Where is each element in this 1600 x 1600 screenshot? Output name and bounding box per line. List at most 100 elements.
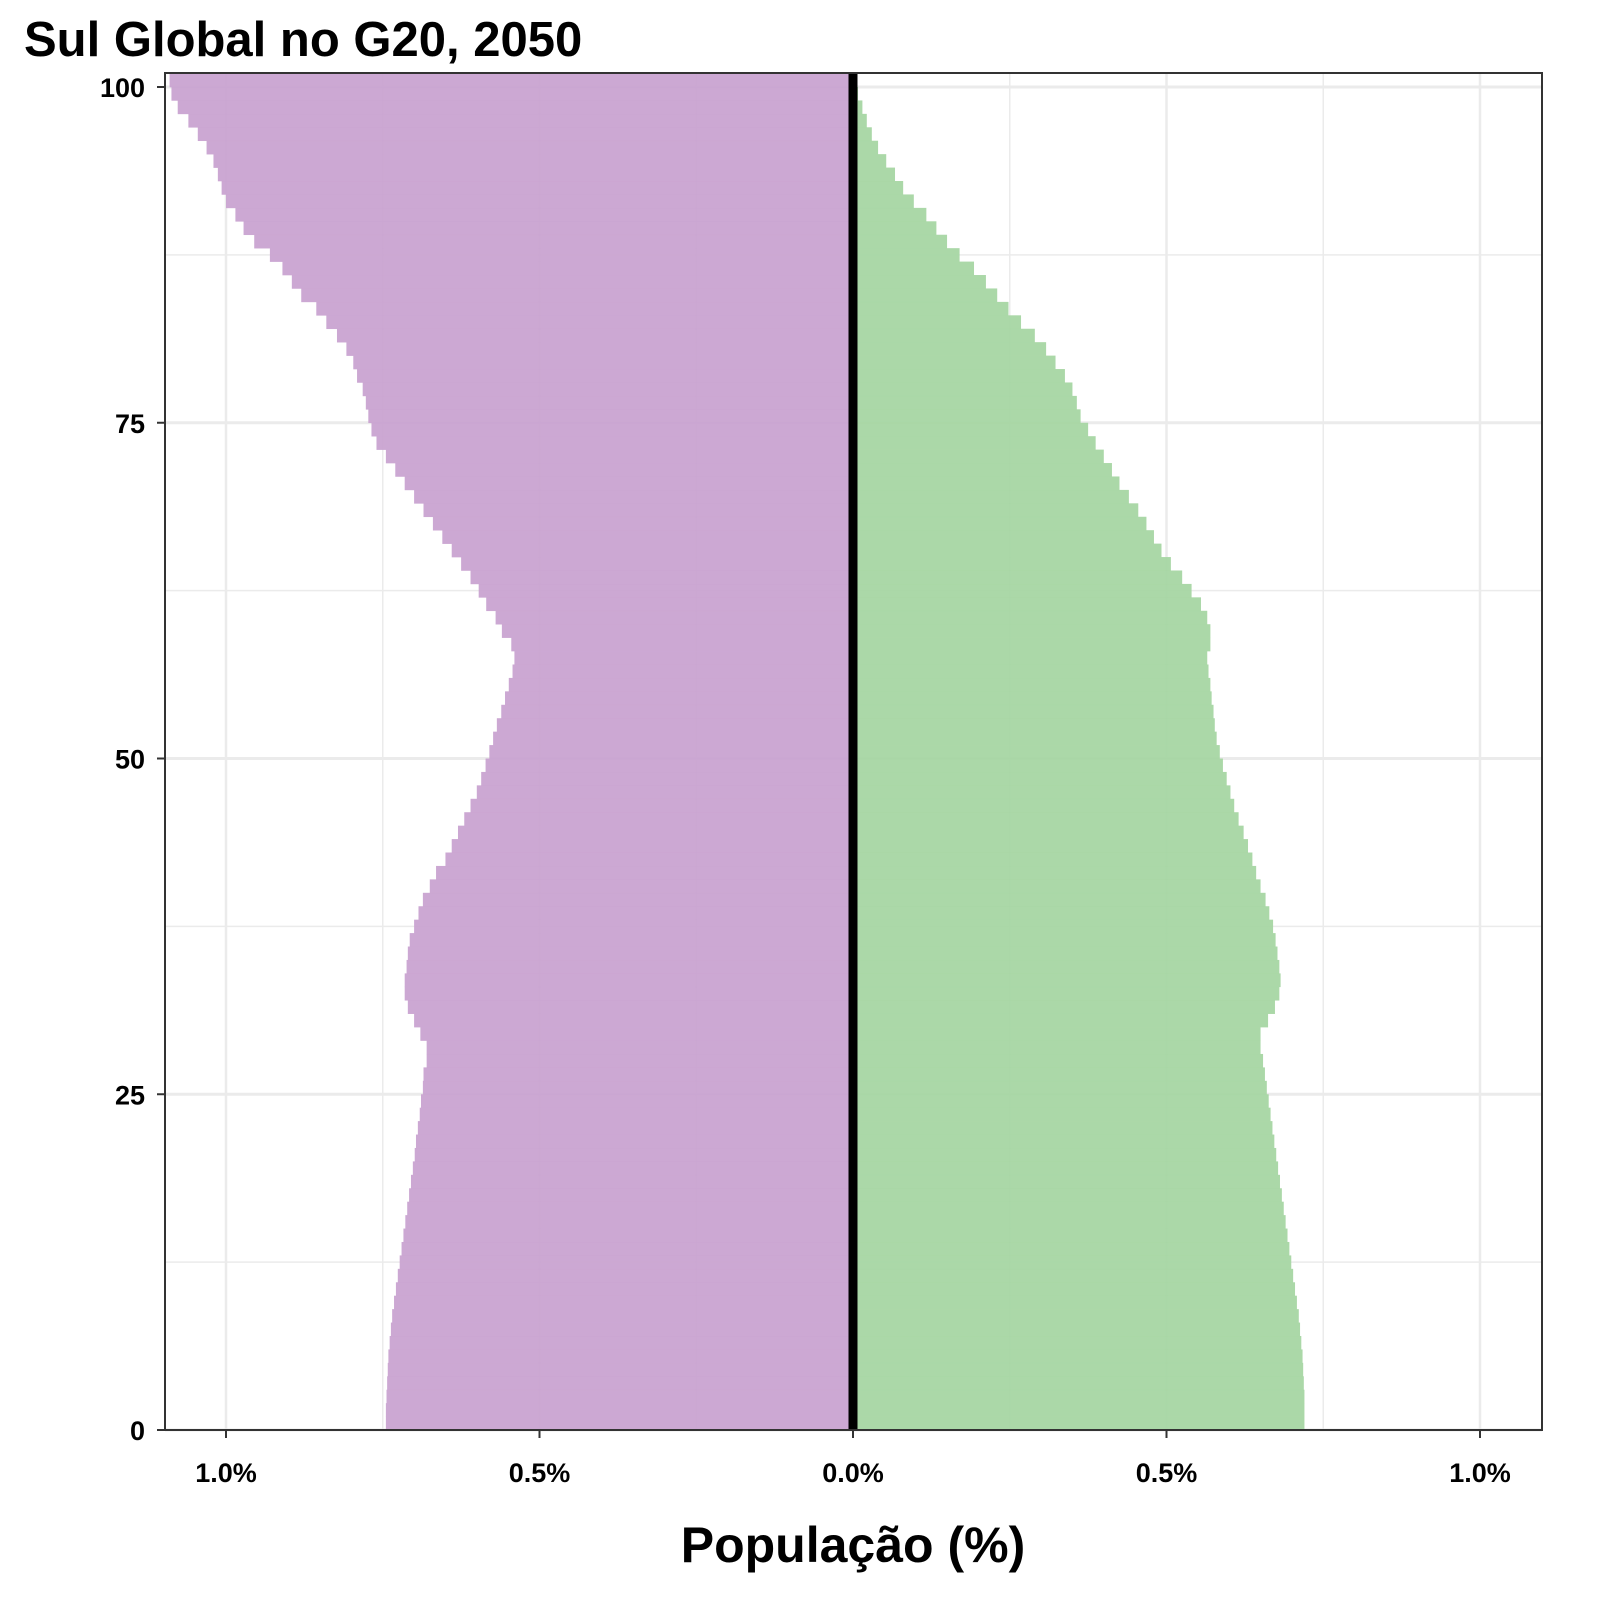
bar-right [853, 516, 1147, 531]
bar-left [415, 1134, 853, 1149]
bar-right [853, 946, 1278, 961]
bar-right [853, 543, 1162, 558]
bar-right [853, 301, 1009, 316]
y-tick-label: 100 [100, 73, 145, 103]
bar-left [357, 369, 853, 383]
bar-left [385, 1416, 853, 1431]
bar-left [226, 194, 853, 209]
bar-right [853, 503, 1139, 518]
y-tick-label: 75 [115, 409, 145, 439]
bar-left [493, 731, 853, 746]
bar-right [853, 906, 1270, 920]
bar-right [853, 181, 904, 195]
bar-right [853, 154, 887, 168]
x-axis: 1.0% 0.5% 0.0% 0.5% 1.0% [195, 1430, 1511, 1488]
bar-left [410, 1174, 853, 1189]
bar-right [853, 825, 1244, 840]
bar-left [387, 1362, 853, 1377]
bar-left [481, 771, 853, 786]
bar-right [853, 812, 1239, 826]
bar-left [368, 409, 853, 424]
bar-left [188, 113, 853, 128]
bar-left [512, 664, 853, 679]
bar-right [853, 1188, 1282, 1202]
bar-right [853, 919, 1274, 934]
bar-left [470, 798, 853, 813]
y-tick-label: 25 [115, 1080, 145, 1110]
bar-left [254, 234, 854, 249]
bar-left [301, 288, 853, 303]
bar-left [508, 677, 853, 692]
bar-right [853, 1000, 1275, 1014]
bar-right [853, 610, 1208, 625]
bar-left [409, 1188, 853, 1202]
bar-right [853, 449, 1104, 464]
bar-right [853, 933, 1276, 947]
bar-left [401, 1241, 853, 1256]
bar-right [853, 221, 937, 236]
bar-left [269, 248, 853, 262]
bar-left [486, 597, 853, 612]
bar-right [853, 422, 1089, 437]
bar-left [409, 933, 853, 947]
bar-right [853, 1053, 1264, 1068]
bar-right [853, 1174, 1280, 1189]
bar-right [853, 1349, 1303, 1364]
bar-left [362, 382, 853, 397]
bar-right [853, 476, 1120, 491]
bar-left [346, 342, 853, 356]
bar-left [461, 557, 853, 571]
bar-left [496, 718, 853, 732]
bar-right [853, 664, 1209, 679]
bar-left [514, 651, 853, 665]
bar-right [853, 1282, 1296, 1296]
bar-right [853, 194, 914, 209]
bar-right [853, 1161, 1279, 1176]
bar-left [394, 1295, 853, 1310]
bar-left [336, 328, 853, 343]
bar-left [412, 1161, 853, 1176]
bar-right [853, 382, 1073, 397]
bar-left [390, 1322, 853, 1337]
bar-right [853, 1376, 1304, 1391]
bar-right [853, 597, 1201, 612]
x-axis-title: População (%) [681, 1517, 1025, 1573]
bar-left [451, 839, 853, 853]
bar-right [853, 798, 1235, 813]
bar-left [457, 825, 853, 840]
bar-left [405, 1215, 853, 1229]
bar-left [399, 1255, 853, 1270]
bar-left [387, 1376, 853, 1391]
bar-left [414, 1147, 853, 1162]
bar-right [853, 489, 1129, 504]
bar-right [853, 436, 1096, 450]
bar-left [221, 181, 854, 195]
bar-left [432, 516, 853, 531]
x-tick-label: 0.5% [1136, 1458, 1198, 1488]
bar-right [853, 328, 1035, 343]
bar-left [417, 1121, 853, 1135]
bar-left [395, 1282, 853, 1296]
bar-left [414, 1013, 853, 1028]
bar-right [853, 1121, 1273, 1135]
bar-left [485, 758, 853, 773]
bar-left [371, 422, 853, 437]
bar-right [853, 100, 863, 115]
bar-left [177, 100, 853, 115]
bar-left [404, 476, 853, 491]
bar-left [392, 1309, 853, 1323]
bar-left [407, 1201, 853, 1216]
bar-right [853, 758, 1223, 773]
bar-right [853, 463, 1112, 477]
bar-right [853, 530, 1154, 544]
bar-right [853, 785, 1231, 800]
bar-left [282, 261, 853, 276]
bar-right [853, 839, 1249, 853]
bar-right [853, 1201, 1284, 1216]
bar-left [442, 530, 853, 544]
bar-right [853, 1295, 1297, 1310]
bar-right [853, 261, 975, 276]
bar-right [853, 355, 1056, 370]
bar-left [511, 637, 853, 652]
bar-right [853, 557, 1171, 571]
